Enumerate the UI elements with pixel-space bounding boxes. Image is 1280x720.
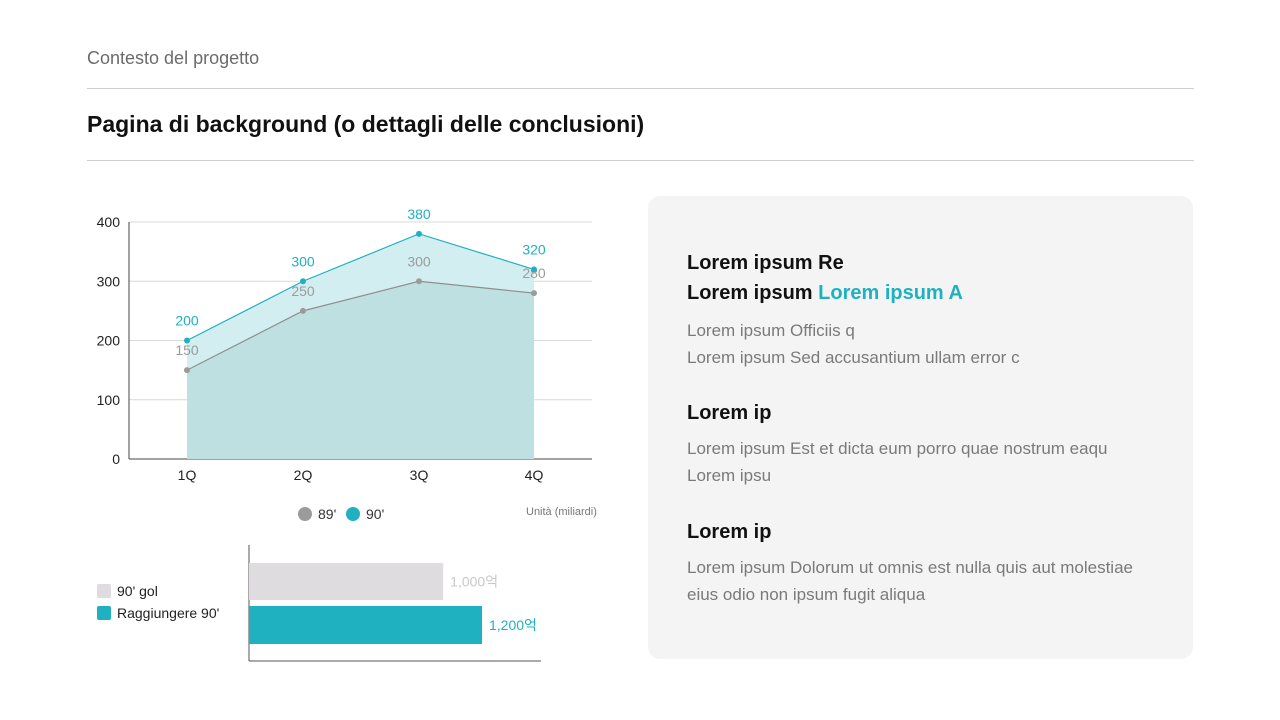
point-90-3Q	[416, 230, 422, 237]
summary-panel: Lorem ipsum Re Lorem ipsum Lorem ipsum A…	[648, 196, 1193, 659]
x-tick-label: 2Q	[294, 467, 313, 483]
bar-goal	[249, 563, 444, 600]
bar-legend-label-goal: 90' gol	[117, 583, 158, 599]
data-label-89: 250	[291, 283, 315, 299]
block1-body-line1: Lorem ipsum Officiis q	[687, 321, 855, 340]
legend-dot-90	[346, 507, 360, 521]
bar-reach	[249, 606, 482, 644]
legend-item-90: 90'	[346, 506, 384, 522]
block1-heading-prefix: Lorem ipsum	[687, 282, 819, 304]
block1-heading-line1: Lorem ipsum Re	[687, 252, 844, 274]
y-tick-label: 0	[112, 451, 120, 467]
section-subtitle: Contesto del progetto	[87, 48, 260, 68]
block3-body: Lorem ipsum Dolorum ut omnis est nulla q…	[687, 554, 1167, 608]
block2-body-line1: Lorem ipsum Est et dicta eum porro quae …	[687, 439, 1108, 458]
point-89-4Q	[531, 290, 537, 297]
block1-heading-accent: Lorem ipsum A	[818, 282, 963, 304]
area-series-89	[187, 281, 534, 459]
block3-heading: Lorem ip	[687, 521, 772, 543]
y-tick-label: 300	[97, 273, 121, 289]
block1-heading-line2: Lorem ipsum Lorem ipsum A	[687, 282, 963, 305]
bar-value-label-goal: 1,000억	[450, 574, 498, 590]
unit-note: Unità (miliardi)	[526, 506, 597, 518]
data-label-89: 280	[522, 265, 546, 281]
legend-dot-89	[298, 507, 312, 521]
block2-body: Lorem ipsum Est et dicta eum porro quae …	[687, 435, 1167, 489]
bar-legend-goal: 90' gol	[97, 583, 158, 599]
block3-body-line1: Lorem ipsum Dolorum ut omnis est nulla q…	[687, 558, 1133, 577]
data-label-89: 150	[175, 342, 199, 358]
data-label-89: 300	[407, 253, 431, 269]
line-series-90	[186, 233, 535, 342]
bar-legend-label-reach: Raggiungere 90'	[117, 605, 220, 621]
page-title: Pagina di background (o dettagli delle c…	[87, 111, 645, 137]
x-tick-label: 3Q	[410, 467, 429, 483]
x-tick-label: 4Q	[525, 467, 544, 483]
y-tick-label: 400	[97, 214, 121, 230]
point-90-2Q	[300, 278, 306, 285]
block1-body-line2: Lorem ipsum Sed accusantium ullam error …	[687, 348, 1020, 367]
block2-heading: Lorem ip	[687, 402, 772, 424]
legend-label-90: 90'	[366, 506, 385, 522]
data-label-90: 380	[407, 206, 431, 222]
line-series-89	[186, 280, 535, 371]
block2-body-line2: Lorem ipsu	[687, 466, 772, 485]
point-90-1Q	[184, 337, 190, 344]
bar-legend-swatch-goal	[97, 584, 111, 598]
block3-body-line2: eius odio non ipsum fugit aliqua	[687, 585, 926, 604]
data-label-90: 300	[291, 253, 315, 269]
top-divider	[87, 88, 1194, 89]
point-90-4Q	[531, 266, 537, 273]
point-89-2Q	[300, 307, 306, 314]
point-89-1Q	[184, 367, 190, 374]
legend-item-89: 89'	[298, 506, 336, 522]
y-tick-label: 200	[97, 333, 121, 349]
data-label-90: 200	[175, 313, 199, 329]
legend-label-89: 89'	[318, 506, 337, 522]
y-tick-label: 100	[97, 392, 121, 408]
bar-value-label-reach: 1,200억	[489, 617, 537, 633]
bar-legend-reach: Raggiungere 90'	[97, 605, 219, 621]
x-tick-label: 1Q	[178, 467, 197, 483]
point-89-3Q	[416, 278, 422, 285]
title-divider	[87, 160, 1194, 161]
block1-body: Lorem ipsum Officiis q Lorem ipsum Sed a…	[687, 317, 1167, 371]
bar-legend-swatch-reach	[97, 606, 111, 620]
data-label-90: 320	[522, 241, 546, 257]
